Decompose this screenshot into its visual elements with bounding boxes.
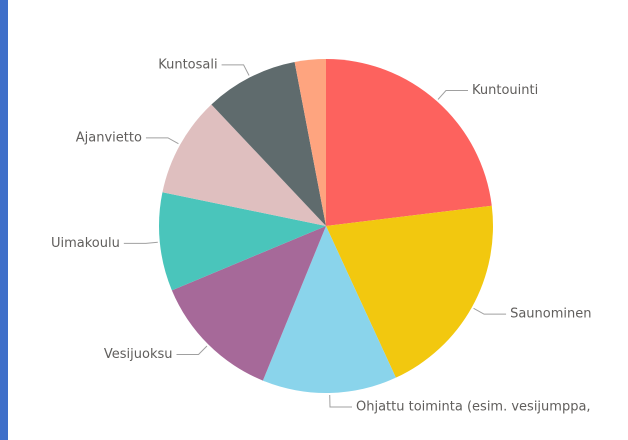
slice-label: Ohjattu toiminta (esim. vesijumppa, — [356, 399, 591, 414]
leader-line — [221, 64, 250, 76]
pie-slice — [162, 104, 326, 226]
pie-slice — [326, 205, 493, 378]
slice-label: Kuntosali — [158, 57, 217, 72]
pie-slice — [262, 226, 396, 393]
slice-label: Ajanvietto — [76, 130, 142, 145]
pie-slice — [211, 61, 326, 227]
leader-line — [123, 241, 158, 244]
leader-line — [145, 137, 179, 145]
pie-slice — [159, 192, 326, 291]
slice-label: Uimakoulu — [51, 236, 120, 251]
side-bar — [0, 0, 8, 440]
pie-slice — [171, 226, 326, 381]
slice-label: Vesijuoksu — [104, 347, 173, 362]
pie-slice — [326, 59, 492, 226]
slice-label: Saunominen — [510, 307, 591, 322]
leader-line — [176, 345, 208, 355]
leader-line — [437, 89, 468, 100]
leader-line — [473, 307, 507, 315]
leader-line — [329, 394, 352, 408]
slice-label: Kuntouinti — [472, 83, 538, 98]
pie-slice — [294, 59, 326, 226]
